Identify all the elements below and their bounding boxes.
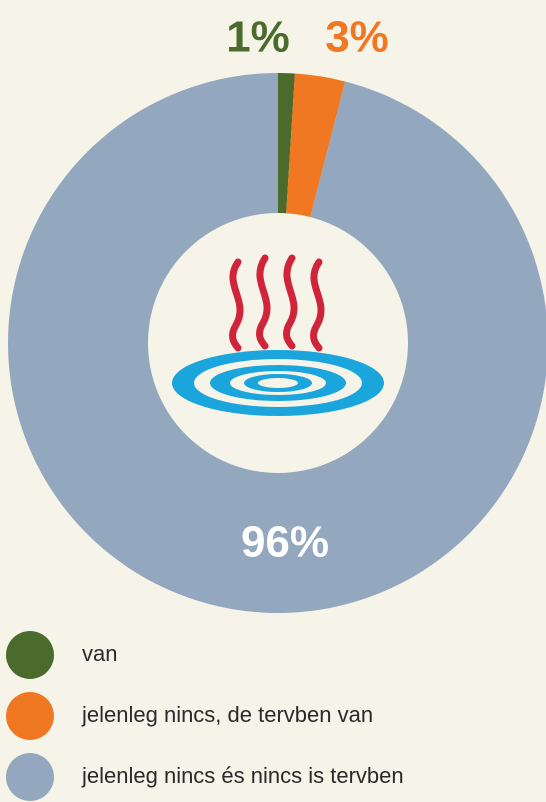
legend-label: jelenleg nincs és nincs is tervben <box>81 763 404 788</box>
value-label: 1% <box>226 13 290 62</box>
legend-label: van <box>82 641 117 666</box>
legend-swatch <box>6 692 54 740</box>
value-label: 96% <box>241 518 329 567</box>
legend-label: jelenleg nincs, de tervben van <box>81 702 373 727</box>
steam-icon <box>229 254 325 352</box>
water-icon <box>172 350 384 416</box>
legend-swatch <box>6 753 54 801</box>
donut-hole <box>148 213 408 473</box>
value-label: 3% <box>325 13 389 62</box>
legend-swatch <box>6 631 54 679</box>
